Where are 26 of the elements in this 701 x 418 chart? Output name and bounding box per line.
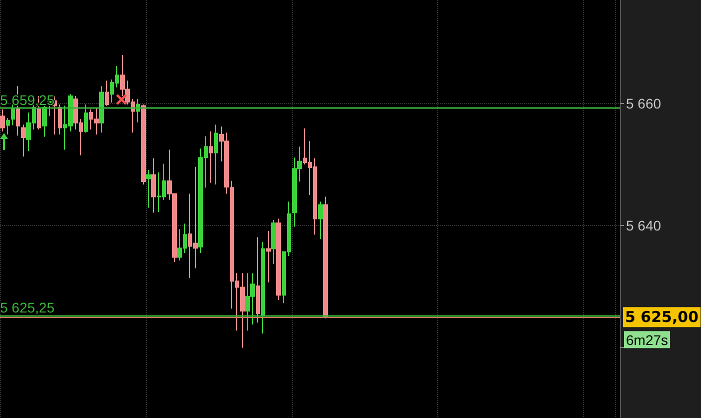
y-tick-label: 5 660 (626, 95, 662, 112)
candlestick (52, 95, 57, 135)
candlestick (6, 117, 10, 135)
candlestick (256, 236, 260, 324)
candlestick (105, 80, 109, 106)
text: 6m27s (626, 332, 668, 348)
candlestick (58, 104, 62, 135)
candlestick (261, 242, 265, 334)
candlestick (21, 124, 26, 157)
candlestick (271, 220, 276, 264)
candlestick (276, 218, 281, 301)
ref-line-label: 5 625,25 (0, 300, 55, 316)
candlestick (209, 130, 213, 184)
candlestick (266, 230, 271, 283)
ref-line-label: 5 625,00 (625, 308, 699, 326)
y-tick-label: 5 640 (626, 218, 662, 234)
candlestick (0, 108, 5, 132)
candlestick (42, 105, 47, 138)
candlestick (84, 104, 88, 134)
candlestick (99, 86, 104, 134)
candlestick (146, 169, 151, 208)
candlestick (323, 196, 328, 318)
candlestick (151, 158, 156, 214)
candlestick (318, 201, 323, 240)
candlestick (214, 124, 218, 186)
candlestick (141, 104, 146, 186)
